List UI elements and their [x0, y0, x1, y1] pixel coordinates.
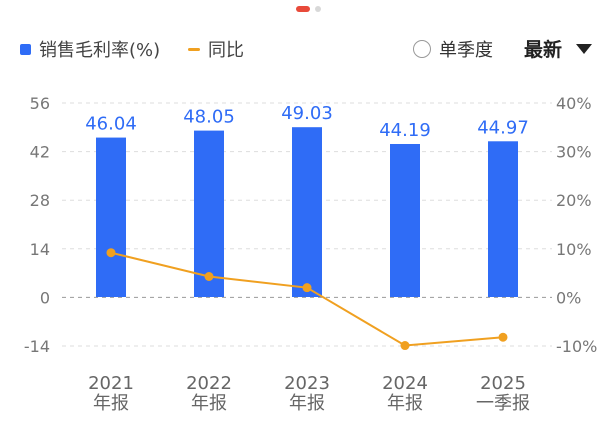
caret-down-icon: [576, 43, 593, 54]
legend-item-line: 同比: [188, 36, 244, 62]
y-left-tick-label: 0: [40, 288, 50, 307]
bar: [488, 141, 518, 297]
y-right-tick-label: 40%: [556, 94, 592, 113]
x-tick-label: 2025: [480, 373, 526, 394]
data-labels: 46.04 48.05 49.03 44.19 44.97: [85, 103, 529, 141]
line-point: [302, 283, 312, 293]
line-point: [400, 341, 410, 351]
legend-bar-swatch: [20, 43, 31, 55]
y-right-tick-label: 0%: [556, 288, 581, 307]
legend-bar-label: 销售毛利率(%): [39, 40, 161, 61]
data-label: 44.19: [379, 120, 431, 141]
line-point: [204, 272, 214, 282]
x-tick-label: 2024: [382, 373, 428, 394]
x-tick-label: 2022: [186, 373, 232, 394]
line-point: [498, 332, 508, 342]
x-tick-sublabel: 年报: [93, 393, 129, 414]
single-quarter-toggle[interactable]: 单季度: [413, 36, 493, 62]
bar: [292, 127, 322, 297]
data-label: 49.03: [281, 103, 333, 124]
page-indicator: [0, 6, 606, 12]
y-right-tick-label: 30%: [556, 143, 592, 162]
x-tick-sublabel: 一季报: [476, 393, 530, 414]
x-tick-label: 2023: [284, 373, 330, 394]
line-point: [106, 248, 116, 258]
y-axis-right: 40% 30% 20% 10% 0% -10%: [556, 94, 597, 356]
y-axis-left: 56 42 28 14 0 -14: [24, 94, 50, 356]
y-left-tick-label: 42: [30, 143, 50, 162]
y-left-tick-label: 14: [30, 240, 50, 259]
legend-item-bar: 销售毛利率(%): [20, 36, 160, 62]
page-dot-active[interactable]: [296, 6, 310, 12]
y-right-tick-label: -10%: [556, 337, 597, 356]
period-label: 最新: [524, 39, 563, 61]
period-dropdown[interactable]: 最新: [524, 35, 593, 62]
page-dot[interactable]: [315, 6, 321, 12]
gridlines: [62, 102, 552, 347]
chart-header: 销售毛利率(%) 同比 单季度 最新: [0, 32, 606, 66]
y-right-tick-label: 10%: [556, 240, 592, 259]
bar: [194, 130, 224, 297]
x-tick-sublabel: 年报: [387, 393, 423, 414]
y-left-tick-label: 56: [30, 94, 50, 113]
x-tick-sublabel: 年报: [289, 393, 325, 414]
x-tick-label: 2021: [88, 373, 134, 394]
y-right-tick-label: 20%: [556, 191, 592, 210]
y-left-tick-label: 28: [30, 191, 50, 210]
line-series: [106, 248, 508, 351]
single-quarter-label: 单季度: [439, 40, 493, 61]
bar-series: [96, 127, 518, 297]
bar: [390, 143, 420, 297]
bar: [96, 137, 126, 297]
data-label: 44.97: [477, 117, 529, 138]
radio-icon[interactable]: [413, 40, 431, 58]
y-left-tick-label: -14: [24, 337, 50, 356]
legend-line-swatch: [188, 47, 200, 51]
data-label: 46.04: [85, 114, 137, 135]
data-label: 48.05: [183, 107, 235, 128]
x-tick-sublabel: 年报: [191, 393, 227, 414]
legend-line-label: 同比: [208, 40, 244, 61]
